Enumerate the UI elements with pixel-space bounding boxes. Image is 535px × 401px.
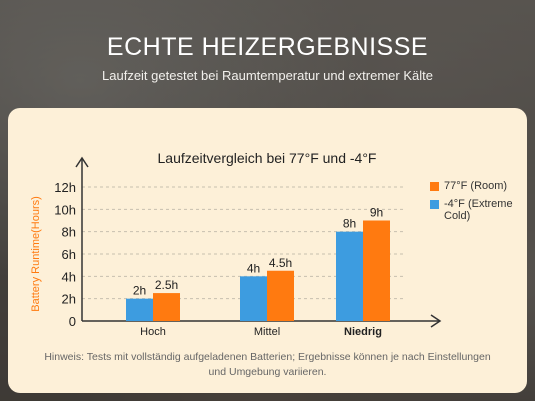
legend-swatch-cold <box>430 200 439 209</box>
page-headline: ECHTE HEIZERGEBNISSE <box>106 33 429 61</box>
x-tick-label: Hoch <box>140 326 166 338</box>
bar-mittel-0 <box>240 276 267 321</box>
chart-legend: 77°F (Room) -4°F (Extreme Cold) <box>430 180 529 228</box>
y-tick-label: 12h <box>54 180 76 195</box>
legend-item-room: 77°F (Room) <box>430 180 529 192</box>
bar-value-label: 2.5h <box>155 278 178 292</box>
y-tick-label: 2h <box>62 292 76 307</box>
legend-label-cold: -4°F (Extreme Cold) <box>444 198 513 222</box>
x-tick-label: Mittel <box>254 326 280 338</box>
y-axis-label: Battery Runtime(Hours) <box>30 196 42 312</box>
y-tick-label: 6h <box>62 247 76 262</box>
bar-mittel-1 <box>267 270 294 321</box>
y-tick-label: 4h <box>62 269 76 284</box>
y-axis-arrow <box>75 156 89 168</box>
legend-swatch-room <box>430 182 439 191</box>
runtime-bar-chart: Laufzeitvergleich bei 77°F und -4°F Batte… <box>30 150 442 338</box>
x-tick-label: Niedrig <box>344 326 382 338</box>
chart-card <box>8 108 527 393</box>
chart-title: Laufzeitvergleich bei 77°F und -4°F <box>158 150 377 166</box>
footnote: Hinweis: Tests mit vollständig aufgelade… <box>44 351 491 378</box>
y-tick-label: 0 <box>69 314 76 329</box>
bar-niedrig-1 <box>363 220 390 321</box>
bar-value-label: 8h <box>343 217 356 231</box>
legend-item-cold: -4°F (Extreme Cold) <box>430 198 529 222</box>
page-subheadline: Laufzeit getestet bei Raumtemperatur und… <box>102 68 433 83</box>
bar-hoch-0 <box>126 298 153 321</box>
x-axis-arrow <box>430 314 442 328</box>
y-tick-label: 10h <box>54 202 76 217</box>
legend-label-room: 77°F (Room) <box>444 180 508 192</box>
bar-value-label: 2h <box>133 284 146 298</box>
bar-value-label: 9h <box>370 206 383 220</box>
bar-value-label: 4.5h <box>269 256 292 270</box>
bar-niedrig-0 <box>336 231 363 321</box>
bar-hoch-1 <box>153 293 180 321</box>
bar-value-label: 4h <box>247 261 260 275</box>
y-tick-label: 8h <box>62 225 76 240</box>
